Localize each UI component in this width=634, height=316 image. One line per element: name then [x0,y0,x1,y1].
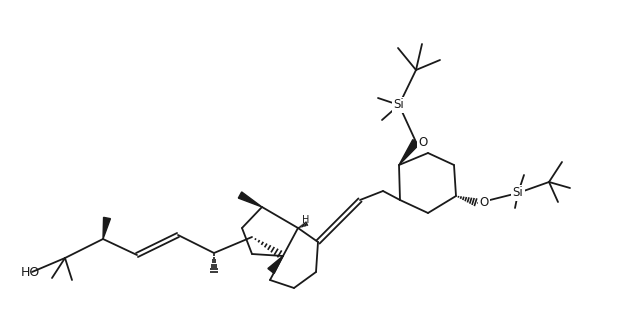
Text: H: H [302,215,309,225]
Text: HO: HO [21,265,40,278]
Polygon shape [268,256,283,274]
Text: O: O [418,136,427,149]
Polygon shape [103,217,110,239]
Polygon shape [399,140,419,165]
Text: Si: Si [394,99,404,112]
Text: O: O [479,197,489,210]
Polygon shape [238,192,262,207]
Text: Si: Si [513,186,524,199]
